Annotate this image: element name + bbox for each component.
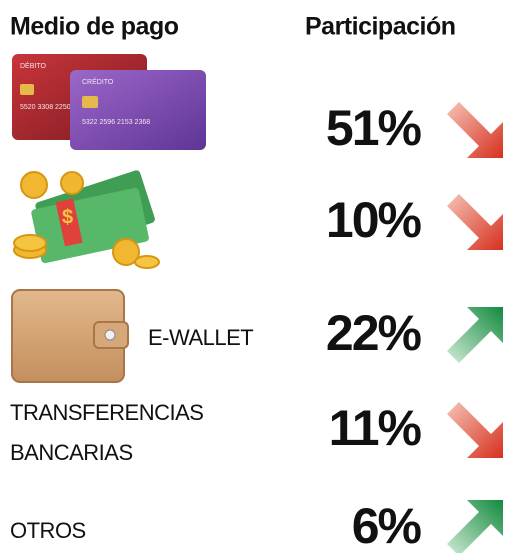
trend-up-arrow: [447, 307, 503, 363]
trend-down-arrow: [447, 194, 503, 250]
trend-down-arrow: [447, 402, 503, 458]
column-header: Medio de pago: [10, 13, 179, 41]
share-value: 11%: [329, 400, 422, 456]
card-text: DÉBITO: [20, 61, 46, 70]
card-text: 5520 3308 2250: [20, 104, 71, 111]
card-text: CRÉDITO: [82, 77, 114, 86]
wallet-icon: [11, 289, 129, 383]
rows: 51% 10% 22% E-WALLET 11% TRANSFERENCIAS BANCAR…: [10, 100, 503, 553]
share-value: 10%: [326, 192, 422, 248]
share-value: 22%: [326, 305, 422, 361]
method-label: E-WALLET: [148, 325, 253, 350]
method-label: OTROS: [10, 518, 86, 543]
share-value: 6%: [352, 498, 422, 553]
trend-up-arrow: [447, 500, 503, 553]
share-value: 51%: [326, 100, 422, 156]
svg-text:$: $: [62, 206, 73, 228]
cash-icon: $: [13, 170, 160, 269]
method-label: BANCARIAS: [10, 440, 133, 465]
method-label: TRANSFERENCIAS: [10, 400, 203, 425]
column-header: Participación: [305, 13, 456, 41]
trend-down-arrow: [447, 102, 503, 158]
cards-icon: DÉBITO 5520 3308 2250 CRÉDITO 5322 2596 …: [12, 54, 206, 150]
card-text: 5322 2596 2153 2368: [82, 119, 150, 126]
